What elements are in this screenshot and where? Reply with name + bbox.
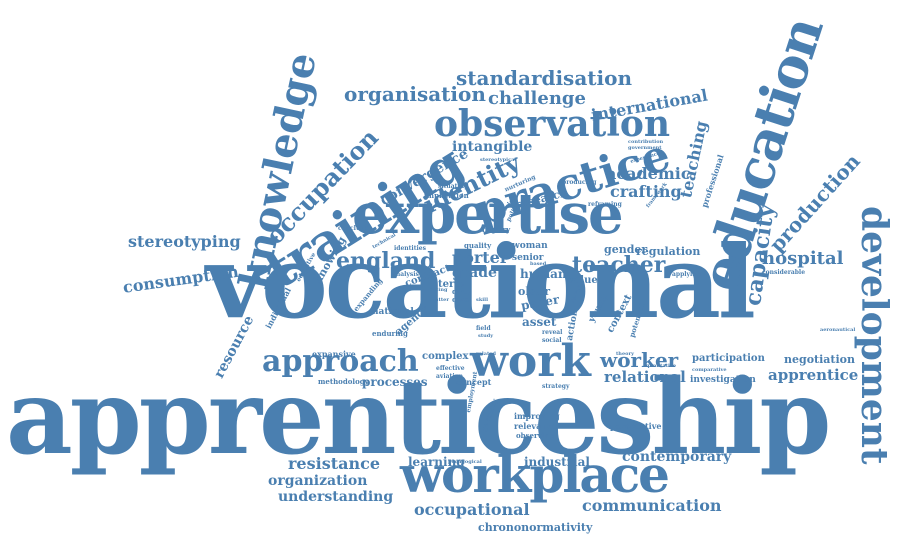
word-apprenticeship: apprenticeship xyxy=(6,357,831,478)
word-methodology: methodology xyxy=(318,377,369,386)
word-apprentice: apprentice xyxy=(768,366,859,384)
word-comparative: comparative xyxy=(692,367,727,373)
word-producing: producing xyxy=(562,179,597,186)
word-national: national xyxy=(372,307,414,317)
word-expansive: expansive xyxy=(312,349,356,359)
word-inquiry: inquiry xyxy=(482,225,511,234)
word-considerable: considerable xyxy=(762,269,806,276)
word-pedagogical: pedagogical xyxy=(448,459,482,465)
word-reveal: reveal xyxy=(542,329,563,336)
word-approach: approach xyxy=(262,344,419,379)
word-occupational: occupational xyxy=(414,500,530,519)
word-academic: academic xyxy=(606,164,691,183)
word-vocational: vocational xyxy=(206,223,756,341)
word-industrial: industrial xyxy=(524,455,590,469)
word-based: based xyxy=(530,261,547,267)
word-standardisation: standardisation xyxy=(456,66,632,90)
word-teacher: teacher xyxy=(572,252,666,278)
word-matter: matter xyxy=(430,297,449,303)
word-skill: skill xyxy=(476,297,488,303)
word-perspective: perspective xyxy=(610,421,662,431)
word-senior: senior xyxy=(512,253,544,263)
word-negotiation: negotiation xyxy=(784,353,856,366)
word-facing: facing xyxy=(430,287,448,293)
word-regulation: regulation xyxy=(636,245,701,258)
word-participation: participation xyxy=(692,353,765,364)
word-relevance: relevance xyxy=(514,421,558,431)
word-conclude: conclude xyxy=(338,225,369,232)
word-care: care xyxy=(452,295,469,304)
word-aeronautical: aeronautical xyxy=(820,327,856,333)
word-value: value xyxy=(568,275,598,286)
word-quality: quality xyxy=(464,241,492,250)
word-resistance: resistance xyxy=(288,454,381,473)
word-learning: learning xyxy=(408,455,465,469)
word-improving: improving xyxy=(514,411,560,421)
word-work: work xyxy=(470,336,591,387)
word-challenge: challenge xyxy=(488,88,586,109)
word-relational: relational xyxy=(604,368,686,386)
word-enduring: enduring xyxy=(372,329,408,338)
word-concept: concept xyxy=(456,377,492,387)
word-contemporary: contemporary xyxy=(622,449,732,465)
word-gender: gender xyxy=(604,243,648,256)
word-crafting: crafting xyxy=(610,182,682,201)
word-dirty: dirty xyxy=(452,287,471,296)
word-identities: identities xyxy=(394,245,426,252)
word-investigation: investigation xyxy=(690,375,756,385)
word-qualitative: qualitative xyxy=(646,363,677,369)
word-grade: grade xyxy=(452,265,497,281)
word-intangible: intangible xyxy=(452,139,533,155)
word-understanding: understanding xyxy=(278,489,394,505)
word-implication: implication xyxy=(424,191,469,200)
word-asset: asset xyxy=(522,315,557,329)
word-england: england xyxy=(336,248,436,274)
word-observation: observation xyxy=(434,103,671,145)
word-social: social xyxy=(542,337,562,344)
word-related: related xyxy=(476,351,496,357)
word-theory: theory xyxy=(616,351,635,357)
word-field: field xyxy=(476,325,491,332)
word-woman: woman xyxy=(512,241,548,251)
word-organization: organization xyxy=(268,473,368,489)
word-porter: porter xyxy=(452,248,509,267)
word-stereotyping: stereotyping xyxy=(128,232,241,251)
word-stereotypical: stereotypical xyxy=(480,157,517,163)
word-strategy: strategy xyxy=(542,383,570,390)
word-workplace: workplace xyxy=(400,445,670,504)
word-worker: worker xyxy=(600,348,679,372)
word-study: study xyxy=(478,333,494,339)
word-chrononormativity: chrononormativity xyxy=(478,521,593,534)
word-term: term xyxy=(438,279,465,290)
word-analysis: analysis xyxy=(392,271,419,278)
word-hospital: hospital xyxy=(762,248,844,269)
word-contribution: contribution xyxy=(628,139,664,145)
word-effective: effective xyxy=(436,365,465,372)
word-communication: communication xyxy=(582,496,722,515)
word-older: older xyxy=(518,285,551,298)
word-observing: observing xyxy=(516,431,555,440)
word-human: human xyxy=(520,267,567,281)
word-aviation: aviation xyxy=(436,373,463,380)
word-expertise: expertise xyxy=(352,181,624,247)
word-applying: applying xyxy=(672,271,701,278)
word-complex: complex xyxy=(422,351,469,362)
word-processes: processes xyxy=(362,375,428,389)
word-development: development xyxy=(853,206,895,465)
word-organisation: organisation xyxy=(344,82,486,106)
word-situating: situating xyxy=(438,183,469,190)
word-government: government xyxy=(628,145,662,151)
word-reframing: reframing xyxy=(588,201,622,208)
